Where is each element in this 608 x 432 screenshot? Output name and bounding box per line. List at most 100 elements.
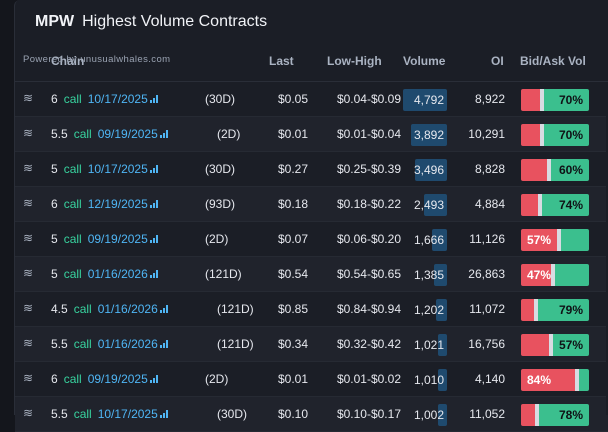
powered-by[interactable]: Powered by unusualwhales.com	[23, 54, 171, 65]
bid-ask-percent: 70%	[558, 93, 583, 107]
bar-chart-icon[interactable]	[149, 270, 158, 278]
chain-cell[interactable]: 6 call 09/19/2025	[51, 372, 158, 386]
chain-cell[interactable]: 5 call 09/19/2025	[51, 232, 158, 246]
volume-cell: 3,496	[403, 159, 447, 181]
bid-ask-divider	[549, 334, 553, 356]
volume-bar	[415, 159, 447, 181]
expiry-date[interactable]: 09/19/2025	[98, 127, 168, 141]
bar-chart-icon[interactable]	[159, 305, 168, 313]
expiry-date[interactable]: 01/16/2026	[98, 302, 168, 316]
wave-icon[interactable]: ≋	[23, 196, 34, 210]
wave-icon[interactable]: ≋	[23, 371, 34, 385]
days-to-expiry: (30D)	[217, 407, 248, 421]
wave-icon[interactable]: ≋	[23, 301, 34, 315]
bid-ask-vol-bar[interactable]: 79%	[521, 299, 589, 321]
col-last[interactable]: Last	[269, 54, 294, 68]
bid-ask-vol-bar[interactable]: 47%	[521, 264, 589, 286]
col-low-high[interactable]: Low-High	[327, 54, 382, 68]
bar-chart-icon[interactable]	[149, 95, 158, 103]
bid-ask-vol-bar[interactable]: 60%	[521, 159, 589, 181]
chain-cell[interactable]: 5 call 10/17/2025	[51, 162, 158, 176]
expiry-date[interactable]: 10/17/2025	[98, 407, 168, 421]
bar-chart-icon[interactable]	[159, 410, 168, 418]
last-price: $0.18	[277, 197, 308, 211]
expiry-date[interactable]: 09/19/2025	[88, 372, 158, 386]
bar-chart-icon[interactable]	[149, 235, 158, 243]
bid-ask-percent: 84%	[527, 373, 552, 387]
table-row[interactable]: ≋ 5 call 10/17/2025 (30D) $0.27 $0.25-$0.39 3,4…	[15, 152, 608, 187]
open-interest: 11,126	[469, 232, 505, 246]
wave-icon[interactable]: ≋	[23, 406, 34, 420]
bid-ask-percent: 57%	[558, 338, 583, 352]
panel-title: Highest Volume Contracts	[82, 13, 268, 30]
bid-ask-vol-bar[interactable]: 70%	[521, 89, 589, 111]
table-row[interactable]: ≋ 6 call 09/19/2025 (2D) $0.01 $0.01-$0.02 1,01…	[15, 362, 608, 397]
expiry-date[interactable]: 01/16/2026	[88, 267, 158, 281]
bid-ask-vol-bar[interactable]: 74%	[521, 194, 589, 216]
expiry-date[interactable]: 01/16/2026	[98, 337, 168, 351]
volume-cell: 1,666	[403, 229, 447, 251]
volume-cell: 1,385	[403, 264, 447, 286]
chain-cell[interactable]: 5.5 call 10/17/2025	[51, 407, 168, 421]
last-price: $0.07	[277, 232, 308, 246]
ticker-symbol[interactable]: MPW	[35, 13, 75, 30]
volume-cell: 3,892	[403, 124, 447, 146]
col-bid-ask-vol[interactable]: Bid/Ask Vol	[520, 54, 586, 68]
chain-cell[interactable]: 5.5 call 09/19/2025	[51, 127, 168, 141]
bid-ask-vol-bar[interactable]: 70%	[521, 124, 589, 146]
wave-icon[interactable]: ≋	[23, 231, 34, 245]
ask-portion: 70%	[544, 89, 589, 111]
bid-ask-vol-bar[interactable]: 78%	[521, 404, 589, 426]
volume-cell: 1,021	[403, 334, 447, 356]
chain-cell[interactable]: 6 call 10/17/2025	[51, 92, 158, 106]
open-interest: 11,072	[469, 302, 505, 316]
bid-ask-divider	[540, 124, 544, 146]
bid-ask-divider	[575, 369, 579, 391]
last-price: $0.27	[277, 162, 308, 176]
wave-icon[interactable]: ≋	[23, 336, 34, 350]
scrollbar[interactable]	[606, 82, 608, 415]
bid-ask-percent: 78%	[558, 408, 583, 422]
chain-cell[interactable]: 5 call 01/16/2026	[51, 267, 158, 281]
expiry-date[interactable]: 10/17/2025	[88, 92, 158, 106]
table-row[interactable]: ≋ 5 call 01/16/2026 (121D) $0.54 $0.54-$0.65 1,…	[15, 257, 608, 292]
bid-ask-vol-bar[interactable]: 84%	[521, 369, 589, 391]
bid-ask-vol-bar[interactable]: 57%	[521, 229, 589, 251]
bar-chart-icon[interactable]	[149, 165, 158, 173]
table-row[interactable]: ≋ 5 call 09/19/2025 (2D) $0.07 $0.06-$0.20 1,66…	[15, 222, 608, 257]
bid-ask-percent: 57%	[527, 233, 552, 247]
volume-bar	[434, 264, 447, 286]
wave-icon[interactable]: ≋	[23, 161, 34, 175]
col-oi[interactable]: OI	[491, 54, 504, 68]
table-row[interactable]: ≋ 6 call 12/19/2025 (93D) $0.18 $0.18-$0.22 2,4…	[15, 187, 608, 222]
col-volume[interactable]: Volume	[403, 54, 446, 68]
option-type: call	[63, 197, 82, 211]
bar-chart-icon[interactable]	[159, 340, 168, 348]
table-row[interactable]: ≋ 6 call 10/17/2025 (30D) $0.05 $0.04-$0.09 4,7…	[15, 82, 608, 117]
bar-chart-icon[interactable]	[149, 375, 158, 383]
col-chain[interactable]: Chain	[51, 54, 85, 68]
bid-ask-vol-bar[interactable]: 57%	[521, 334, 589, 356]
bid-portion	[521, 404, 535, 426]
bid-portion	[521, 194, 538, 216]
chain-cell[interactable]: 6 call 12/19/2025	[51, 197, 158, 211]
chain-cell[interactable]: 4.5 call 01/16/2026	[51, 302, 168, 316]
bar-chart-icon[interactable]	[159, 130, 168, 138]
bid-portion	[521, 124, 540, 146]
low-high-range: $0.32-$0.42	[336, 337, 401, 351]
table-row[interactable]: ≋ 5.5 call 01/16/2026 (121D) $0.34 $0.32-$0.42…	[15, 327, 608, 362]
wave-icon[interactable]: ≋	[23, 91, 34, 105]
bar-chart-icon[interactable]	[149, 200, 158, 208]
expiry-date[interactable]: 10/17/2025	[88, 162, 158, 176]
expiry-date[interactable]: 12/19/2025	[88, 197, 158, 211]
strike: 5.5	[51, 337, 68, 351]
ask-portion: 60%	[551, 159, 589, 181]
expiry-date[interactable]: 09/19/2025	[88, 232, 158, 246]
strike: 6	[51, 197, 58, 211]
wave-icon[interactable]: ≋	[23, 266, 34, 280]
table-row[interactable]: ≋ 5.5 call 09/19/2025 (2D) $0.01 $0.01-$0.04 3,…	[15, 117, 608, 152]
chain-cell[interactable]: 5.5 call 01/16/2026	[51, 337, 168, 351]
table-row[interactable]: ≋ 4.5 call 01/16/2026 (121D) $0.85 $0.84-$0.94…	[15, 292, 608, 327]
wave-icon[interactable]: ≋	[23, 126, 34, 140]
days-to-expiry: (2D)	[205, 372, 229, 386]
